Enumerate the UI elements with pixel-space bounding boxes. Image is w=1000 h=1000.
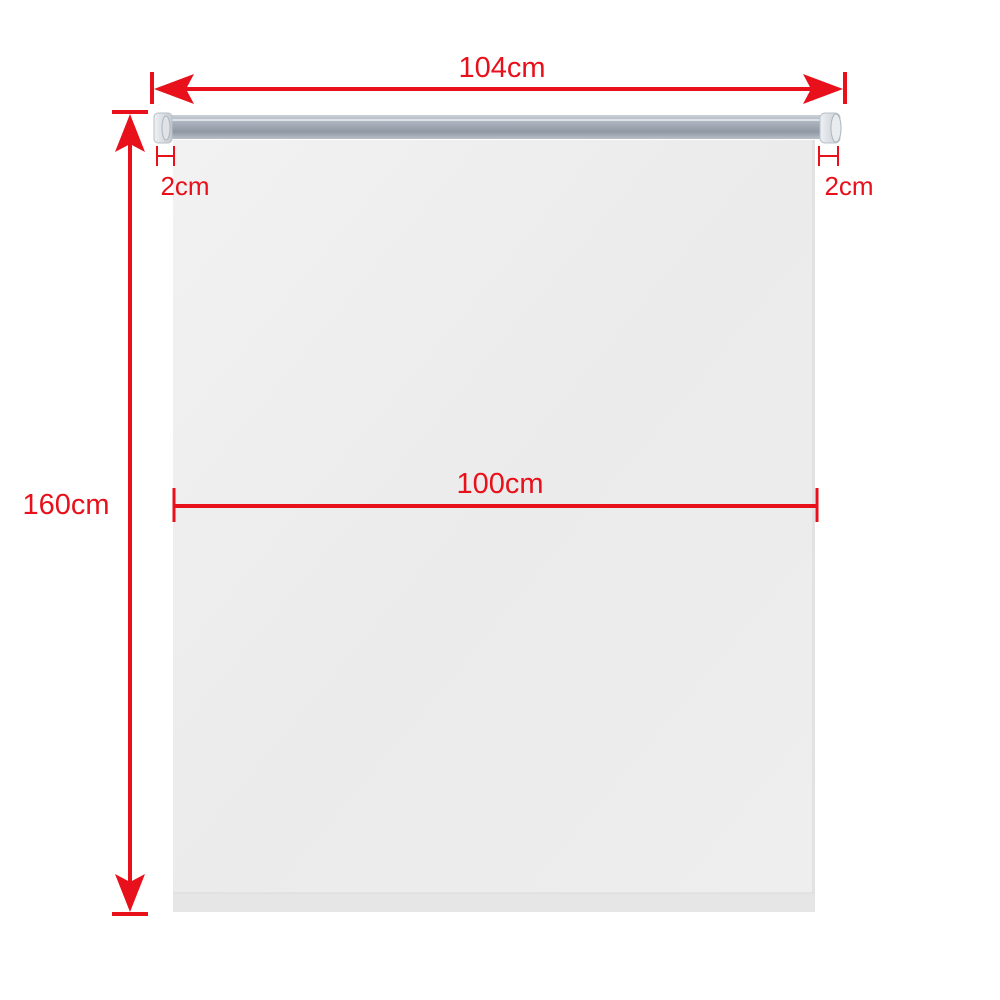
height-label: 160cm	[22, 489, 109, 521]
total-width-dimension: 104cm	[150, 52, 847, 104]
right-margin-label: 2cm	[824, 171, 873, 201]
fabric-width-label: 100cm	[456, 468, 543, 500]
fabric-width-dimension: 100cm	[172, 468, 819, 522]
left-margin-dimension: 2cm	[156, 146, 210, 201]
arrowhead-right	[803, 74, 843, 104]
arrowhead-top	[115, 114, 145, 152]
right-bracket	[819, 112, 842, 144]
fabric-panel	[173, 140, 814, 912]
arrowhead-left	[154, 74, 194, 104]
roller-assembly	[153, 112, 842, 144]
fabric-shadow-edge	[812, 140, 815, 912]
total-width-label: 104cm	[458, 52, 545, 84]
roller-tube	[168, 115, 824, 139]
height-dimension: 160cm	[22, 110, 148, 916]
left-margin-label: 2cm	[160, 171, 209, 201]
right-margin-dimension: 2cm	[818, 146, 874, 201]
blind-fabric	[173, 140, 815, 912]
arrowhead-bottom	[115, 874, 145, 912]
bottom-bar	[173, 893, 814, 912]
left-bracket	[153, 112, 173, 144]
